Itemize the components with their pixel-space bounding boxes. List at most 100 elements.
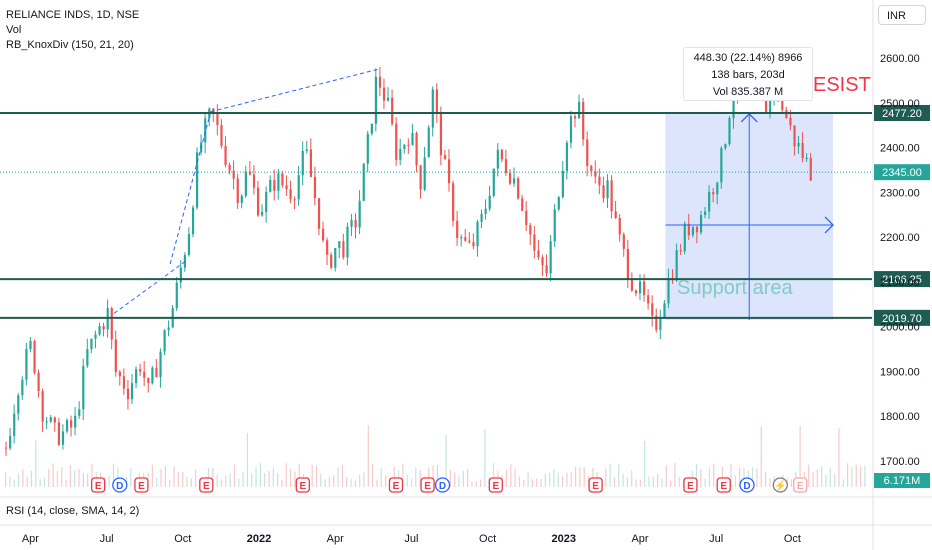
candle-body [326,240,329,255]
earnings-marker-icon [793,477,808,493]
earnings-marker-icon [388,477,404,493]
volume-bar [376,479,378,487]
candle-body [456,220,459,238]
candle-body [651,303,654,316]
candle-body [675,250,678,281]
event-marker-letter: E [592,481,599,492]
candle-body [342,241,345,258]
volume-bar [229,473,231,487]
candle-body [248,171,252,175]
volume-bar [74,470,76,487]
volume-bar [704,478,706,487]
candle-body [492,168,495,196]
volume-bar [238,478,240,487]
candle-body [439,111,443,156]
candle-body [220,125,223,147]
volume-bar [510,463,512,487]
resist-annotation[interactable]: ESIST [813,74,871,96]
candle-body [476,221,479,247]
volume-badge-label: 6.171M [884,475,921,487]
candle-body [358,200,361,228]
candle-body [366,133,369,164]
event-marker-letter: D [743,481,750,492]
volume-bar [173,466,175,487]
volume-bar [272,467,274,487]
volume-bar [164,466,166,487]
measure-h-arrow [824,216,834,234]
earnings-marker-icon [588,477,603,493]
volume-bar [821,466,823,487]
candle-body [606,180,609,199]
candle-body [695,226,699,233]
volume-bar [130,467,132,487]
volume-bar [825,474,827,487]
volume-bar [285,463,287,487]
candle-body [159,351,162,378]
support-annotation[interactable]: Support area [677,277,793,299]
volume-bar [812,472,814,487]
candle-body [618,217,621,235]
candle-body [244,171,247,196]
candle-body [594,171,597,177]
candle-body [61,431,65,445]
volume-bar [626,477,628,487]
candle-body [82,365,85,410]
candle-body [139,369,142,372]
candle-body [313,176,317,199]
volume-bar [259,463,261,487]
candle-body [452,183,455,221]
candle-body [49,417,52,422]
volume-bar [855,464,857,487]
volume-bar [445,434,447,487]
volume-bar [540,478,542,487]
candle-body [460,237,463,239]
volume-bar [652,476,654,487]
symbol-title[interactable]: RELIANCE INDS, 1D, NSE [6,9,140,21]
volume-bar [721,466,723,487]
volume-bar [367,425,369,487]
volume-bar [91,463,93,487]
candle-body [468,240,471,243]
price-level-tag [874,104,930,121]
candle-body [578,101,581,119]
event-marker-letter: E [203,481,210,492]
volume-bar [354,480,356,487]
volume-bar [838,428,840,487]
volume-legend[interactable]: Vol [6,24,22,36]
candle-body [21,379,24,396]
price-level-label: 2019.70 [882,313,922,325]
volume-bar [169,479,171,487]
candle-body [687,223,690,236]
volume-bar [428,467,430,487]
volume-bar [864,465,866,487]
volume-bar [17,473,20,487]
candle-body [801,142,804,159]
volume-bar [350,478,352,487]
volume-bar [574,466,577,487]
volume-bar [384,476,387,487]
candle-body [155,367,158,378]
candle-body [797,142,800,147]
candle-body [204,118,207,143]
volume-bar [695,463,698,487]
x-tick-label: Apr [327,533,344,545]
volume-bar [760,426,762,487]
rsi-legend[interactable]: RSI (14, close, SMA, 14, 2) [6,505,140,517]
indicator-legend[interactable]: RB_KnoxDiv (150, 21, 20) [6,39,134,51]
candle-body [407,144,410,146]
candle-body [350,219,353,227]
x-tick-label: Oct [784,533,801,545]
candle-body [216,112,219,126]
candle-body [98,326,101,335]
volume-bar [566,472,568,487]
candle-body [679,250,682,252]
candle-body [281,173,284,186]
candle-body [122,376,126,389]
currency-selector[interactable]: INR [878,5,926,25]
candle-body [504,159,508,173]
candle-body [102,326,105,330]
x-tick-label: Jul [404,533,418,545]
volume-bar [790,479,793,487]
candle-body [415,133,418,166]
